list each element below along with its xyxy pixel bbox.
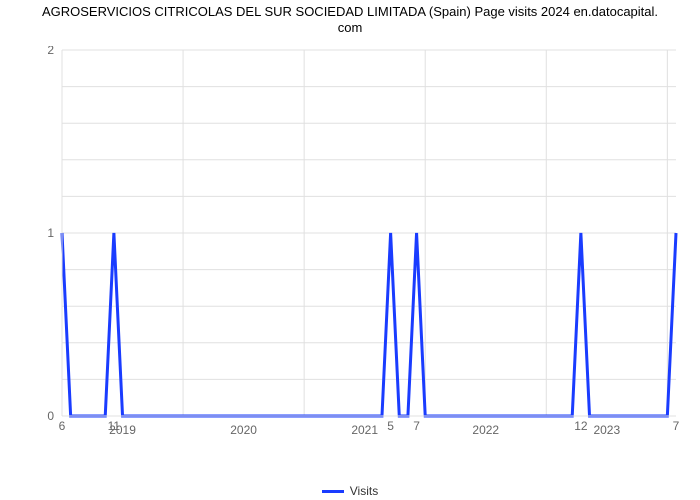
chart-legend: Visits (0, 484, 700, 498)
legend-swatch (322, 490, 344, 493)
svg-text:2020: 2020 (230, 423, 257, 437)
svg-text:7: 7 (413, 419, 420, 433)
chart-plot-area: 0122019202020212022202361157127 (40, 46, 680, 448)
line-chart: 0122019202020212022202361157127 (40, 46, 680, 448)
chart-title-line1: AGROSERVICIOS CITRICOLAS DEL SUR SOCIEDA… (42, 4, 658, 19)
chart-title: AGROSERVICIOS CITRICOLAS DEL SUR SOCIEDA… (0, 4, 700, 35)
svg-text:12: 12 (574, 419, 588, 433)
svg-text:0: 0 (47, 409, 54, 423)
svg-text:7: 7 (673, 419, 680, 433)
chart-title-line2: com (338, 20, 363, 35)
svg-text:1: 1 (47, 226, 54, 240)
svg-text:2021: 2021 (351, 423, 378, 437)
svg-text:2022: 2022 (472, 423, 499, 437)
svg-text:2: 2 (47, 46, 54, 57)
svg-text:2023: 2023 (593, 423, 620, 437)
legend-label: Visits (350, 484, 378, 498)
svg-text:5: 5 (387, 419, 394, 433)
svg-text:6: 6 (59, 419, 66, 433)
svg-text:11: 11 (108, 419, 121, 433)
